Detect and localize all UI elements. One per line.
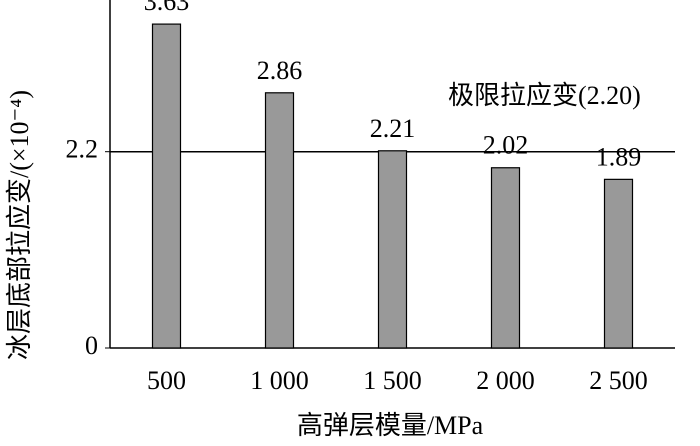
y-axis-label: 冰层底部拉应变/(×10⁻⁴) <box>5 90 34 360</box>
x-tick-label: 2 000 <box>476 366 535 395</box>
bar <box>151 23 182 349</box>
value-label: 3.63 <box>144 0 190 16</box>
bar <box>264 92 295 349</box>
x-tick-label: 1 500 <box>363 366 422 395</box>
y-tick-label: 2.2 <box>66 135 99 164</box>
value-label: 1.89 <box>596 142 642 171</box>
x-tick-label: 1 000 <box>250 366 309 395</box>
x-tick-label: 2 500 <box>589 366 648 395</box>
bar <box>603 178 634 349</box>
bar <box>377 150 408 349</box>
value-label: 2.86 <box>257 56 303 85</box>
x-axis-label: 高弹层模量/MPa <box>297 411 484 440</box>
x-tick-label: 500 <box>147 366 186 395</box>
bar <box>490 167 521 349</box>
reference-label: 极限拉应变(2.20) <box>448 81 641 110</box>
y-tick-label: 0 <box>85 331 98 360</box>
value-label: 2.02 <box>483 131 529 160</box>
value-label: 2.21 <box>370 114 416 143</box>
